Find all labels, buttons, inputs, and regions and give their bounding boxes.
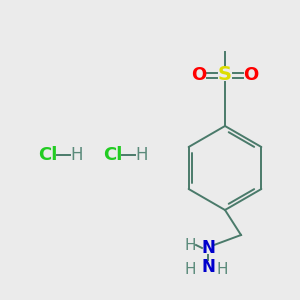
- Text: N: N: [201, 239, 215, 257]
- Text: O: O: [243, 66, 259, 84]
- Text: Cl: Cl: [38, 146, 57, 164]
- Text: H: H: [216, 262, 228, 278]
- Text: Cl: Cl: [103, 146, 122, 164]
- Text: N: N: [201, 258, 215, 276]
- Text: H: H: [184, 262, 196, 278]
- Text: H: H: [136, 146, 148, 164]
- Text: O: O: [191, 66, 207, 84]
- Text: H: H: [184, 238, 196, 253]
- Text: S: S: [218, 65, 232, 85]
- Text: H: H: [71, 146, 83, 164]
